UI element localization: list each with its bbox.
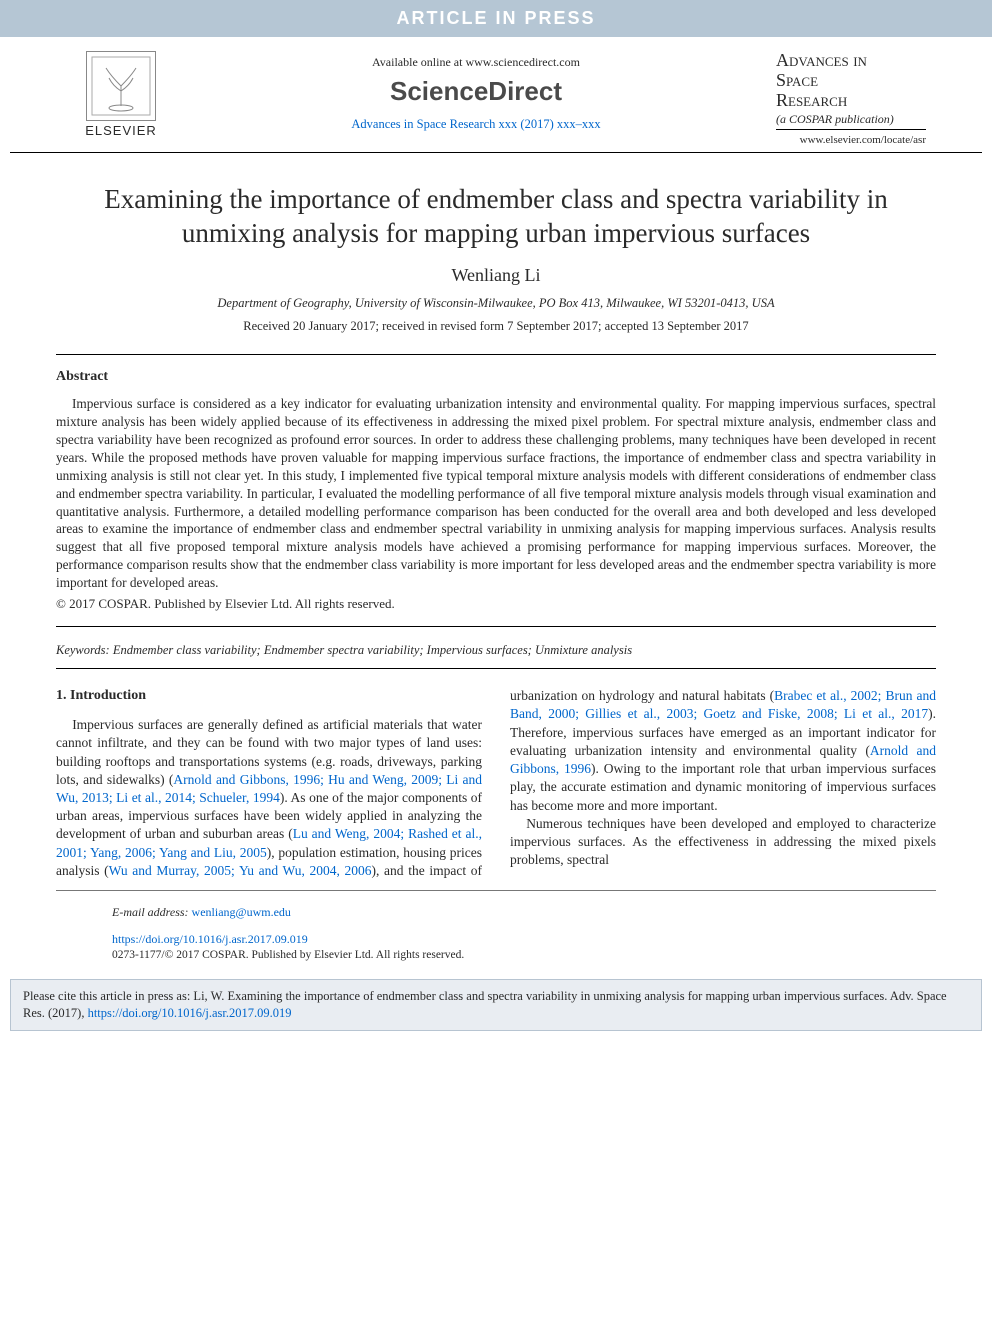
journal-reference-link[interactable]: Advances in Space Research xxx (2017) xx… [186,117,766,132]
keywords-label: Keywords: [56,643,110,657]
elsevier-wordmark: ELSEVIER [85,123,157,138]
author-affiliation: Department of Geography, University of W… [0,296,992,311]
abstract-body: Impervious surface is considered as a ke… [56,395,936,592]
journal-title-line3: Research [776,90,847,110]
masthead: ELSEVIER Available online at www.science… [10,37,982,153]
citation-link[interactable]: Liu, 2005 [214,845,267,860]
center-header: Available online at www.sciencedirect.co… [176,51,776,132]
email-label: E-mail address: [112,905,189,919]
elsevier-logo-block: ELSEVIER [66,51,176,138]
citation-box: Please cite this article in press as: Li… [10,979,982,1031]
elsevier-tree-icon [86,51,156,121]
journal-subtitle: (a COSPAR publication) [776,112,926,130]
article-in-press-banner: ARTICLE IN PRESS [0,0,992,37]
citation-doi-link[interactable]: https://doi.org/10.1016/j.asr.2017.09.01… [88,1006,292,1020]
citation-link[interactable]: Wu and Murray, 2005; Yu and Wu, 2004, 20… [109,863,372,878]
keywords-text: Endmember class variability; Endmember s… [113,643,632,657]
article-dates: Received 20 January 2017; received in re… [0,319,992,334]
sciencedirect-logo: ScienceDirect [186,76,766,107]
journal-title-block: Advances in Space Research (a COSPAR pub… [776,51,926,146]
intro-para-2: Numerous techniques have been developed … [510,815,936,870]
author-name: Wenliang Li [0,265,992,286]
abstract-heading: Abstract [56,369,936,385]
journal-title-line1: Advances in [776,50,867,70]
body-columns: 1. Introduction Impervious surfaces are … [0,669,992,890]
abstract-section: Abstract Impervious surface is considere… [0,355,992,626]
journal-title-line2: Space [776,70,818,90]
keywords-line: Keywords: Endmember class variability; E… [0,627,992,668]
doi-link[interactable]: https://doi.org/10.1016/j.asr.2017.09.01… [112,932,880,947]
issn-copyright: 0273-1177/© 2017 COSPAR. Published by El… [112,949,880,961]
paper-title: Examining the importance of endmember cl… [0,153,992,265]
intro-heading: 1. Introduction [56,687,482,706]
available-online-text: Available online at www.sciencedirect.co… [186,55,766,70]
author-email-link[interactable]: wenliang@uwm.edu [192,905,291,919]
abstract-copyright: © 2017 COSPAR. Published by Elsevier Ltd… [56,596,936,612]
journal-locate-url[interactable]: www.elsevier.com/locate/asr [776,134,926,146]
footer-meta: E-mail address: wenliang@uwm.edu https:/… [56,890,936,967]
